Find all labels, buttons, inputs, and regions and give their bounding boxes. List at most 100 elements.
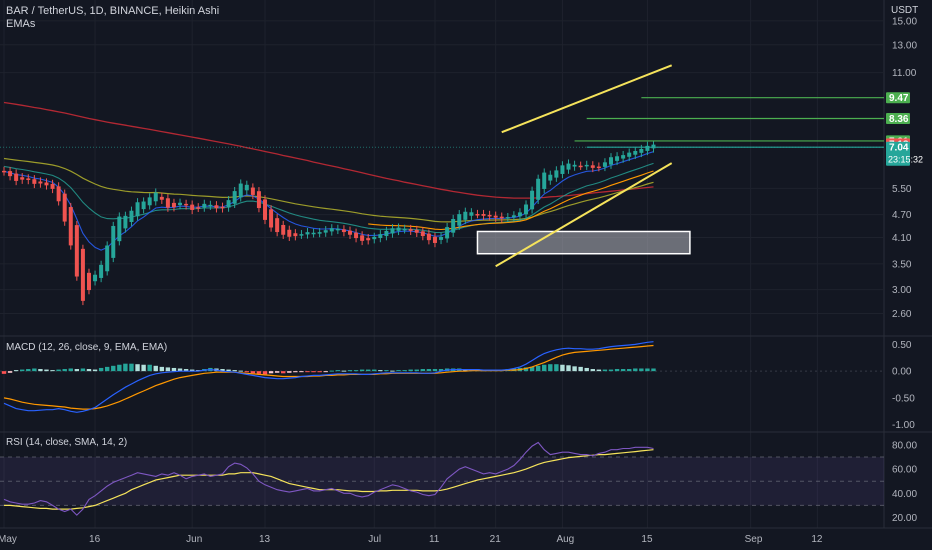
macd-histogram-bar bbox=[311, 371, 316, 373]
macd-histogram-bar bbox=[20, 369, 25, 372]
macd-histogram-bar bbox=[7, 371, 13, 373]
macd-histogram-bar bbox=[147, 364, 152, 372]
candle-body bbox=[505, 217, 510, 219]
candle-body bbox=[196, 207, 201, 209]
candle-body bbox=[596, 166, 601, 169]
macd-histogram-bar bbox=[432, 369, 438, 372]
macd-histogram-bar bbox=[323, 371, 328, 373]
candle-body bbox=[408, 229, 413, 231]
candle-body bbox=[493, 215, 498, 218]
candle-body bbox=[80, 248, 85, 301]
macd-histogram-bar bbox=[578, 366, 583, 372]
price-tick-label: 4.10 bbox=[892, 233, 912, 244]
candle-body bbox=[548, 174, 553, 181]
ema-200-line bbox=[3, 101, 654, 199]
macd-histogram-bar bbox=[335, 370, 341, 372]
macd-histogram-bar bbox=[117, 364, 122, 372]
trendline-lower bbox=[495, 162, 673, 268]
candle-body bbox=[208, 204, 213, 207]
price-tick-label: 3.00 bbox=[892, 285, 912, 296]
candle-body bbox=[524, 204, 529, 215]
macd-histogram-bar bbox=[602, 369, 608, 372]
macd-histogram-bar bbox=[159, 366, 165, 372]
candle-body bbox=[281, 224, 286, 235]
candle-body bbox=[530, 190, 535, 210]
macd-histogram-bar bbox=[226, 369, 231, 372]
candle-body bbox=[511, 215, 516, 218]
price-tick-label: 13.00 bbox=[892, 40, 917, 51]
time-tick-label: Aug bbox=[556, 534, 574, 545]
candle-body bbox=[463, 211, 468, 220]
candle-body bbox=[499, 216, 504, 219]
macd-histogram-bar bbox=[584, 367, 589, 372]
price-level-tag bbox=[886, 113, 910, 125]
macd-histogram-bar bbox=[68, 368, 73, 372]
candle-body bbox=[159, 196, 164, 200]
macd-pane-label[interactable]: MACD (12, 26, close, 9, EMA, EMA) bbox=[6, 342, 168, 353]
candle-body bbox=[651, 144, 656, 149]
macd-histogram-bar bbox=[104, 366, 110, 372]
candle-body bbox=[293, 233, 298, 237]
candle-body bbox=[202, 203, 207, 208]
macd-histogram-bar bbox=[177, 368, 183, 372]
candle-body bbox=[420, 231, 425, 237]
candle-body bbox=[68, 207, 73, 246]
countdown-label: 23:15:32 bbox=[888, 155, 923, 165]
macd-histogram-bar bbox=[244, 371, 249, 373]
candle-body bbox=[341, 229, 346, 233]
time-tick-label: Jun bbox=[186, 534, 202, 545]
candle-body bbox=[627, 152, 632, 157]
candle-body bbox=[475, 214, 480, 216]
demand-zone-box bbox=[476, 230, 691, 255]
macd-histogram-bar bbox=[596, 369, 602, 372]
candle-body bbox=[414, 229, 419, 233]
macd-histogram-bar bbox=[414, 369, 419, 372]
time-tick-label: Sep bbox=[745, 534, 763, 545]
candle-body bbox=[32, 179, 37, 184]
candle-body bbox=[93, 274, 98, 282]
macd-histogram-bar bbox=[135, 364, 140, 372]
candle-body bbox=[232, 191, 237, 204]
candle-body bbox=[560, 165, 565, 174]
candle-body bbox=[99, 264, 104, 278]
macd-histogram-bar bbox=[535, 365, 541, 372]
price-tick-label: 11.00 bbox=[892, 68, 917, 79]
candle-body bbox=[105, 245, 110, 272]
candle-body bbox=[347, 230, 352, 235]
macd-tick-label: 0.50 bbox=[892, 340, 912, 351]
macd-histogram-bar bbox=[1, 371, 7, 374]
macd-histogram-bar bbox=[639, 368, 644, 372]
rsi-tick-label: 80.00 bbox=[892, 440, 917, 451]
macd-histogram-bar bbox=[98, 367, 104, 372]
candle-body bbox=[250, 187, 255, 195]
candle-body bbox=[566, 163, 571, 170]
macd-histogram-bar bbox=[590, 369, 595, 372]
macd-histogram-bar bbox=[299, 371, 304, 373]
rsi-pane-label[interactable]: RSI (14, close, SMA, 14, 2) bbox=[6, 437, 128, 448]
price-tick-label: 4.70 bbox=[892, 210, 912, 221]
macd-histogram-bar bbox=[165, 367, 171, 372]
candle-body bbox=[14, 173, 19, 181]
candle-body bbox=[305, 232, 310, 235]
candle-body bbox=[554, 170, 559, 178]
macd-histogram-bar bbox=[262, 371, 268, 375]
candle-body bbox=[8, 171, 13, 177]
candle-body bbox=[457, 214, 462, 226]
macd-histogram-bar bbox=[620, 369, 626, 372]
candle-body bbox=[269, 209, 274, 228]
indicator-label-emas[interactable]: EMAs bbox=[6, 18, 36, 30]
macd-histogram-bar bbox=[74, 369, 80, 372]
candle-body bbox=[609, 157, 613, 165]
time-tick-label: Jul bbox=[368, 534, 381, 545]
macd-histogram-bar bbox=[80, 368, 86, 372]
macd-histogram-bar bbox=[651, 368, 656, 372]
macd-histogram-bar bbox=[123, 363, 128, 372]
price-level-tag-label: 9.47 bbox=[889, 93, 909, 104]
macd-histogram-bar bbox=[274, 371, 280, 373]
macd-histogram-bar bbox=[633, 368, 638, 372]
macd-histogram-bar bbox=[44, 369, 49, 372]
candle-body bbox=[360, 235, 365, 241]
candle-body bbox=[621, 155, 626, 159]
